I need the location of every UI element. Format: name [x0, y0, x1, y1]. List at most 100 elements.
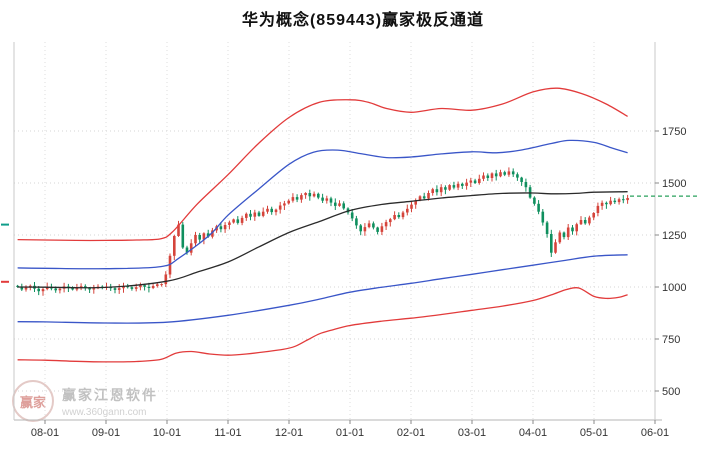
candle-body — [541, 211, 545, 223]
candle-body — [202, 233, 206, 240]
candle-body — [452, 185, 456, 188]
candle-body — [117, 288, 121, 290]
candle-body — [486, 175, 490, 178]
candle-body — [308, 193, 312, 197]
candle-body — [482, 175, 485, 179]
candle-body — [617, 199, 621, 203]
x-axis-label: 09-01 — [92, 427, 120, 439]
candle-body — [363, 227, 367, 232]
candle-body — [173, 236, 176, 256]
x-axis-label: 12-01 — [275, 427, 303, 439]
candle-body — [554, 242, 557, 253]
candle-body — [321, 197, 324, 201]
x-axis-label: 04-01 — [519, 427, 547, 439]
candle-body — [147, 286, 151, 288]
y-axis-label: 750 — [662, 334, 680, 346]
channel-line-upper-outer-red — [17, 87, 628, 242]
candle-body — [58, 288, 62, 291]
candle-body — [389, 219, 392, 223]
candle-body — [253, 212, 257, 217]
candle-body — [181, 224, 185, 248]
candle-body — [350, 212, 354, 219]
candle-body — [113, 288, 117, 290]
candle-body — [151, 286, 155, 288]
candle-body — [194, 235, 197, 244]
candle-body — [397, 215, 401, 218]
watermark: 赢家 赢家江恩软件 www.360gann.com — [12, 380, 158, 422]
candle-body — [266, 208, 269, 212]
candle-body — [223, 225, 227, 230]
candle-body — [596, 205, 600, 213]
candle-body — [533, 197, 536, 204]
candle-body — [524, 182, 528, 188]
candle-body — [168, 255, 172, 275]
candle-body — [270, 208, 273, 213]
candle-body — [20, 287, 24, 290]
candle-body — [84, 286, 87, 288]
candle-body — [613, 200, 617, 203]
candle-body — [422, 196, 426, 199]
candle-body — [579, 220, 583, 225]
channel-line-middle-black — [17, 191, 628, 289]
watermark-brand: 赢家江恩软件 — [62, 386, 158, 403]
candle-body — [249, 213, 252, 217]
x-axis-label: 01-01 — [336, 427, 364, 439]
candle-body — [143, 285, 146, 287]
candle-body — [456, 183, 460, 188]
candle-body — [478, 178, 481, 183]
candle-body — [444, 187, 447, 190]
y-axis-label: 1500 — [662, 178, 686, 190]
candle-body — [550, 234, 553, 253]
candle-body — [384, 222, 388, 227]
candle-body — [511, 171, 515, 175]
candle-body — [600, 202, 604, 206]
candle-body — [575, 224, 578, 232]
watermark-text: 赢家江恩软件 www.360gann.com — [62, 385, 158, 418]
candle-body — [406, 208, 409, 213]
candle-body — [367, 223, 371, 228]
candle-body — [139, 285, 142, 288]
candle-body — [334, 202, 337, 206]
candle-body — [562, 232, 566, 238]
candle-body — [228, 222, 231, 225]
candle-body — [79, 286, 83, 288]
candle-body — [410, 204, 413, 209]
channel-line-lower-inner-blue — [17, 254, 628, 324]
candle-body — [605, 202, 608, 205]
candle-body — [71, 287, 74, 290]
y-axis-label: 1000 — [662, 282, 686, 294]
candle-body — [88, 287, 91, 290]
candle-body — [236, 219, 240, 223]
candle-body — [571, 227, 574, 232]
candle-body — [376, 227, 379, 232]
candle-body — [626, 198, 629, 201]
x-axis-label: 05-01 — [580, 427, 608, 439]
candle-body — [439, 187, 443, 193]
candle-body — [503, 172, 506, 175]
candle-body — [583, 220, 587, 224]
candle-body — [92, 288, 96, 290]
candle-body — [278, 205, 282, 210]
candle-body — [130, 287, 134, 289]
candle-body — [355, 218, 358, 226]
candle-body — [160, 284, 163, 286]
candle-body — [499, 172, 502, 177]
candle-body — [537, 203, 540, 212]
candle-body — [300, 195, 303, 200]
candle-body — [295, 197, 299, 200]
candle-body — [490, 173, 494, 178]
candle-body — [156, 284, 159, 286]
candle-body — [45, 286, 49, 290]
candle-body — [41, 289, 45, 292]
candle-body — [325, 198, 329, 201]
candle-body — [287, 200, 290, 204]
candle-body — [588, 217, 591, 224]
candle-body — [435, 189, 439, 193]
candle-body — [507, 171, 511, 175]
candle-body — [164, 274, 168, 285]
candle-body — [393, 215, 396, 220]
candle-body — [473, 180, 477, 183]
candle-body — [418, 196, 422, 201]
